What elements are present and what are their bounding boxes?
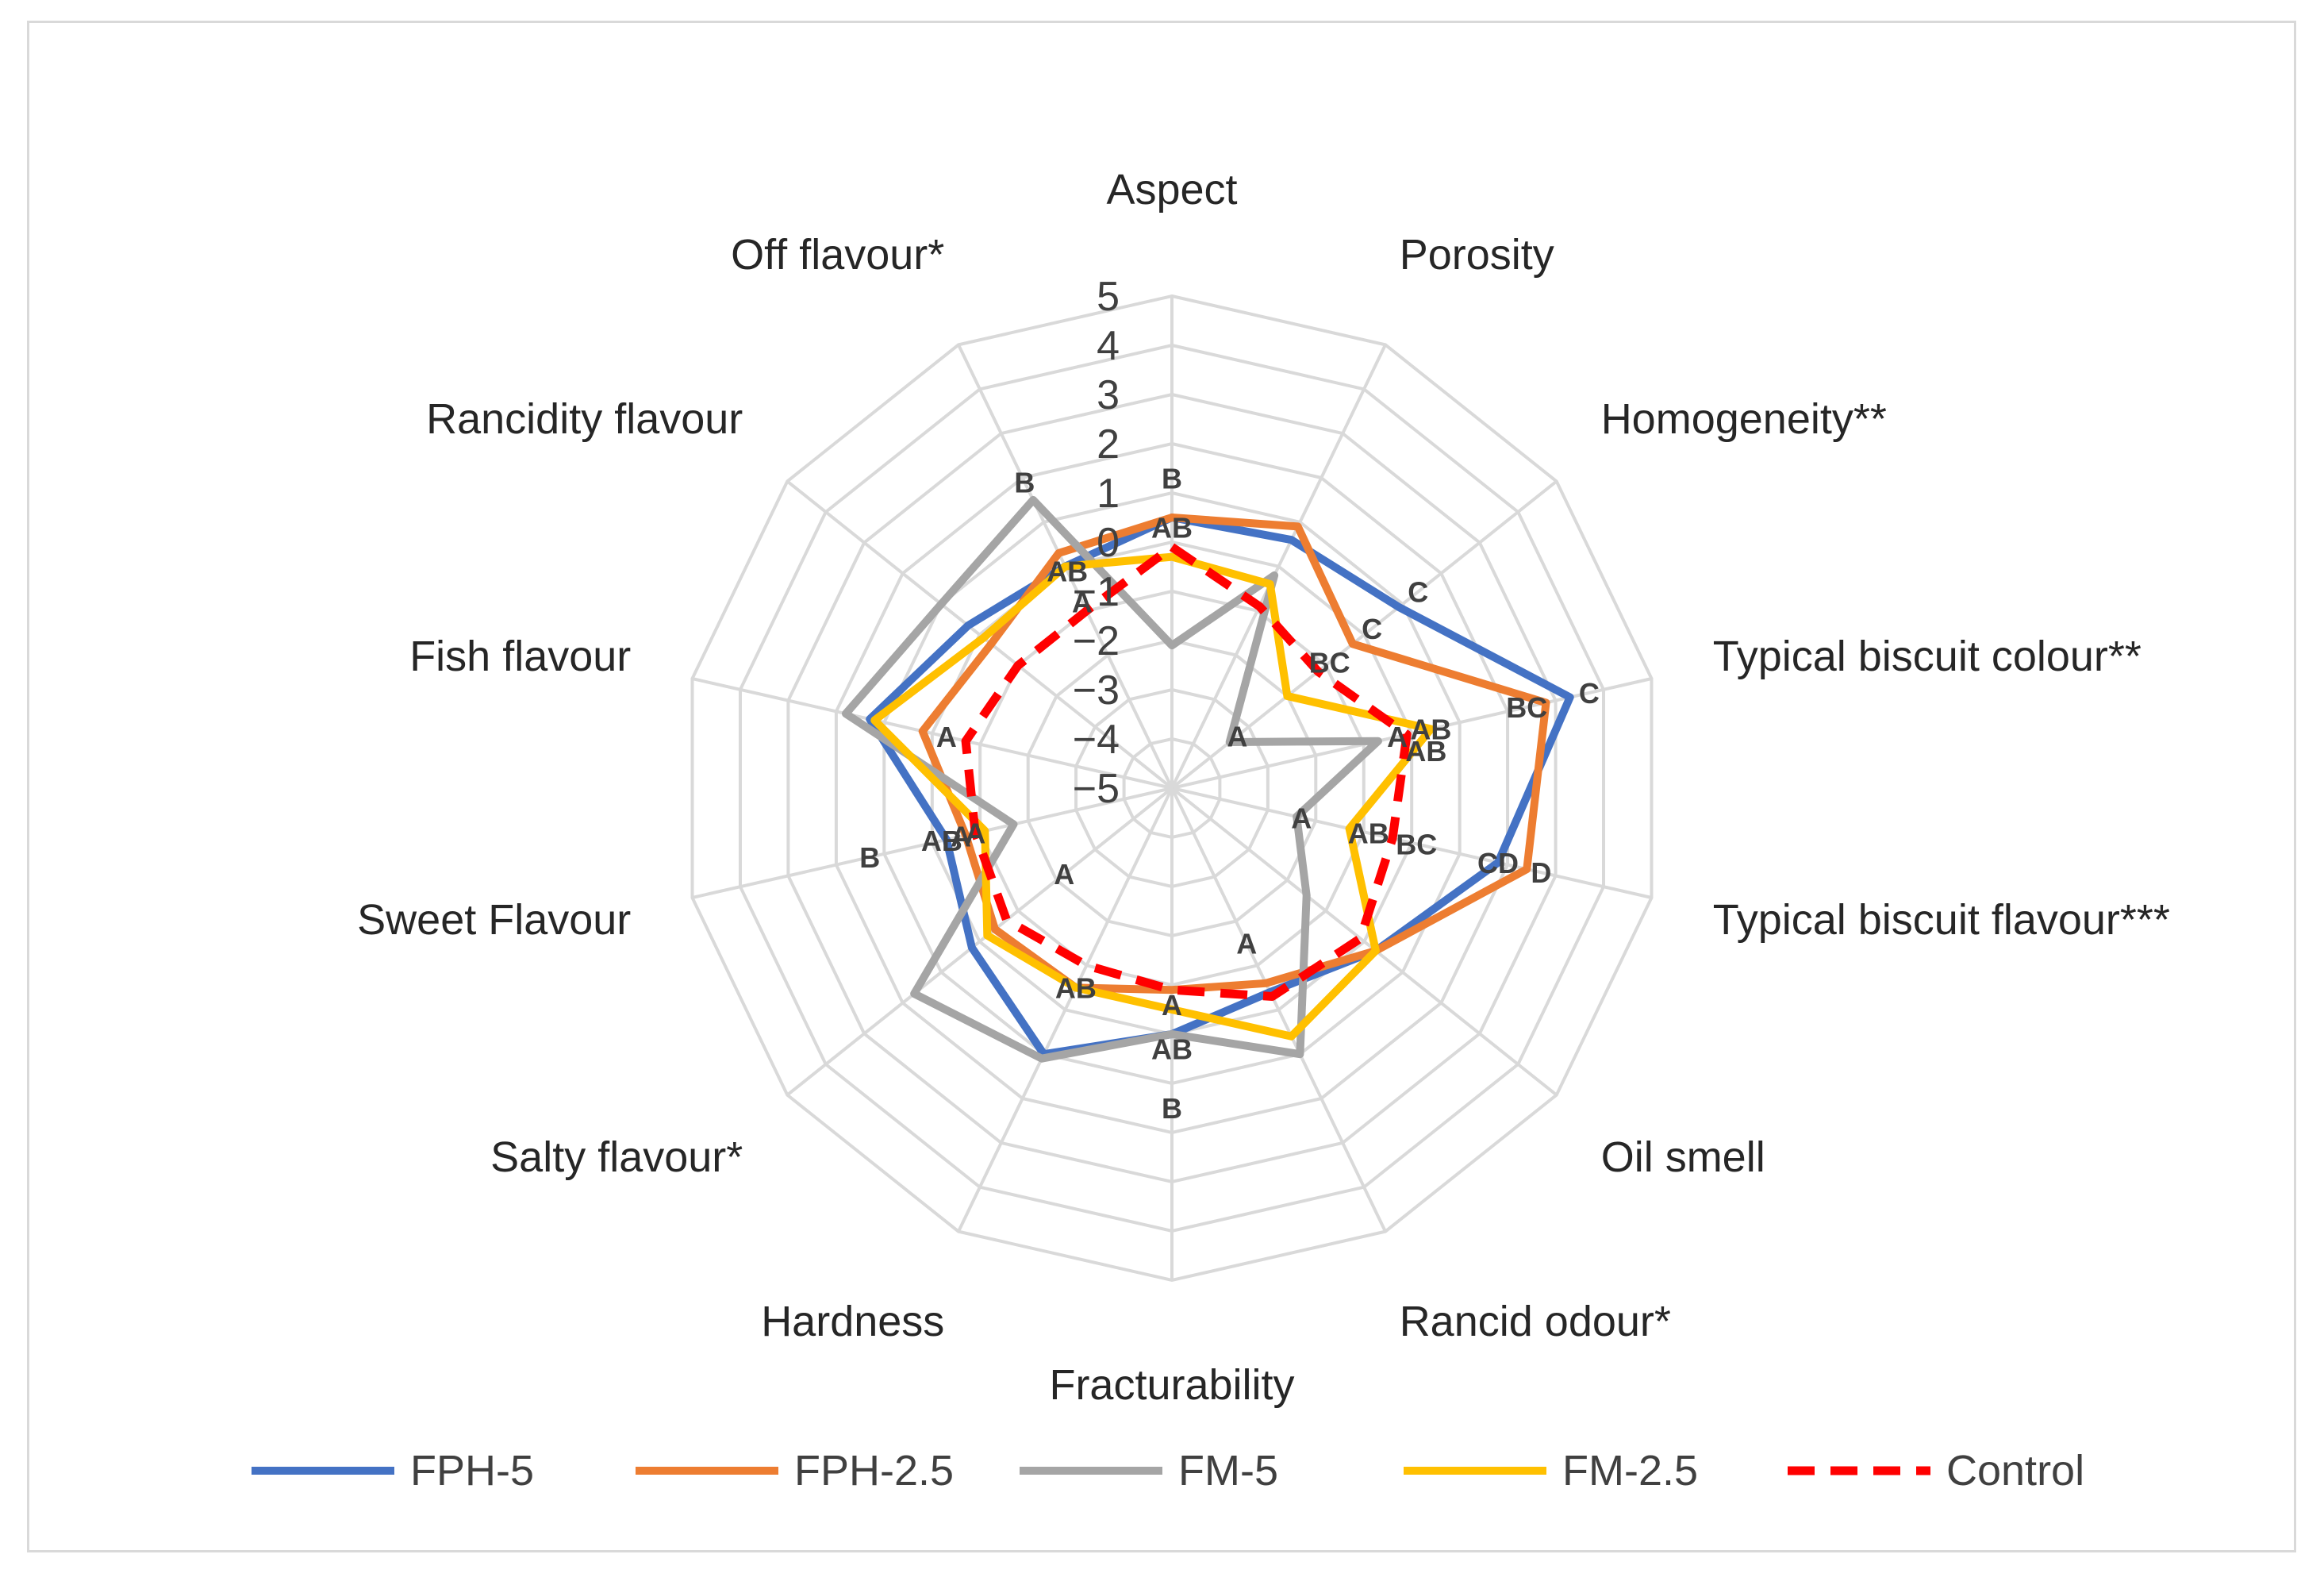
- significance-letter: C: [1408, 576, 1428, 609]
- axis-label: Off flavour*: [731, 231, 944, 279]
- series-lines: [842, 495, 1574, 1063]
- axis-label: Hardness: [761, 1298, 944, 1345]
- significance-letter: C: [1362, 613, 1382, 645]
- significance-letter: AB: [1348, 818, 1389, 850]
- legend-label: FM-5: [1178, 1447, 1278, 1495]
- significance-letter: AB: [921, 825, 962, 857]
- legend-label: Control: [1946, 1447, 2084, 1495]
- significance-letter: B: [1162, 1092, 1182, 1125]
- tick-label: 3: [1097, 372, 1120, 418]
- significance-letter: B: [1162, 462, 1182, 494]
- legend: FPH-5 FPH-2.5 FM-5 FM-2.5 Control: [252, 1447, 2084, 1495]
- significance-letter: CD: [1477, 847, 1519, 879]
- grid-spoke: [692, 787, 1173, 899]
- grid-spoke: [1170, 787, 1387, 1233]
- tick-label: 0: [1097, 520, 1120, 566]
- axis-label: Porosity: [1400, 231, 1554, 279]
- significance-letter: B: [1014, 467, 1035, 499]
- tick-label: 5: [1097, 274, 1120, 320]
- axis-label: Rancidity flavour: [426, 395, 743, 443]
- axis-label: Homogeneity**: [1601, 395, 1887, 443]
- significance-letter: D: [1531, 856, 1551, 889]
- significance-letter: AB: [1047, 555, 1088, 587]
- significance-letter: AB: [1405, 735, 1446, 767]
- tick-label: 1: [1097, 471, 1120, 517]
- significance-letter: A: [1054, 858, 1074, 891]
- grid-spoke: [786, 479, 1174, 790]
- tick-label: −4: [1073, 717, 1120, 763]
- grid: [690, 294, 1654, 1283]
- significance-letter: AB: [1151, 1033, 1193, 1066]
- tick-label: −2: [1073, 618, 1120, 664]
- axis-label: Typical biscuit flavour***: [1713, 896, 2170, 944]
- series-line-control: [961, 542, 1412, 1001]
- significance-letter: AB: [1055, 971, 1097, 1004]
- axis-label: Oil smell: [1601, 1133, 1765, 1181]
- series-line-fm-5: [842, 495, 1382, 1063]
- chart-frame: 5 4 3 2 1 0 −1 −2 −3 −4 −5 C C BC A C BC AB A AB D CD BC AB A A A…: [27, 21, 2296, 1552]
- significance-letter: AB: [1410, 714, 1451, 746]
- significance-letter: B: [859, 841, 880, 874]
- series-line-fph-2-5: [918, 514, 1550, 994]
- grid-spoke: [692, 677, 1173, 790]
- grid-spoke: [957, 787, 1174, 1233]
- axis-label: Fish flavour: [409, 633, 631, 680]
- legend-label: FPH-2.5: [794, 1447, 954, 1495]
- grid-spoke: [1171, 787, 1652, 899]
- tick-label: −5: [1073, 766, 1120, 812]
- legend-label: FPH-5: [410, 1447, 534, 1495]
- legend-label: FM-2.5: [1562, 1447, 1698, 1495]
- significance-letter: A: [1236, 928, 1257, 960]
- axis-label: Typical biscuit colour**: [1713, 633, 2142, 680]
- tick-label: 4: [1097, 323, 1120, 369]
- axis-label: Salty flavour*: [490, 1133, 743, 1181]
- grid-spoke: [1170, 479, 1558, 790]
- axis-labels: Aspect Porosity Homogeneity** Typical biscu…: [357, 166, 2170, 1409]
- axis-label: Rancid odour*: [1400, 1298, 1671, 1345]
- significance-letter: BC: [1506, 691, 1547, 724]
- significance-letter: A: [936, 721, 957, 753]
- axis-label: Fracturability: [1049, 1361, 1294, 1409]
- significance-letter: A: [1387, 721, 1408, 753]
- significance-letter: A: [965, 818, 985, 850]
- significance-letter: BC: [1309, 647, 1350, 679]
- significance-letter: AB: [1151, 511, 1193, 544]
- grid-spoke: [1170, 344, 1387, 789]
- series-line-fm-2-5: [870, 552, 1435, 1041]
- axis-label: Aspect: [1106, 166, 1237, 214]
- grid-spoke: [786, 787, 1174, 1097]
- significance-letter: A: [951, 821, 971, 853]
- significance-letter: C: [1579, 677, 1600, 710]
- tick-label: −3: [1073, 667, 1120, 714]
- significance-letter: A: [1227, 720, 1247, 752]
- significance-letter: A: [1291, 802, 1312, 834]
- significance-letter: A: [1072, 586, 1093, 618]
- tick-label: −1: [1073, 569, 1120, 615]
- significance-letter: BC: [1396, 828, 1437, 860]
- significance-letter: A: [1162, 989, 1182, 1021]
- axis-label: Sweet Flavour: [357, 896, 631, 944]
- grid-spoke: [1170, 787, 1558, 1097]
- tick-label: 2: [1097, 421, 1120, 467]
